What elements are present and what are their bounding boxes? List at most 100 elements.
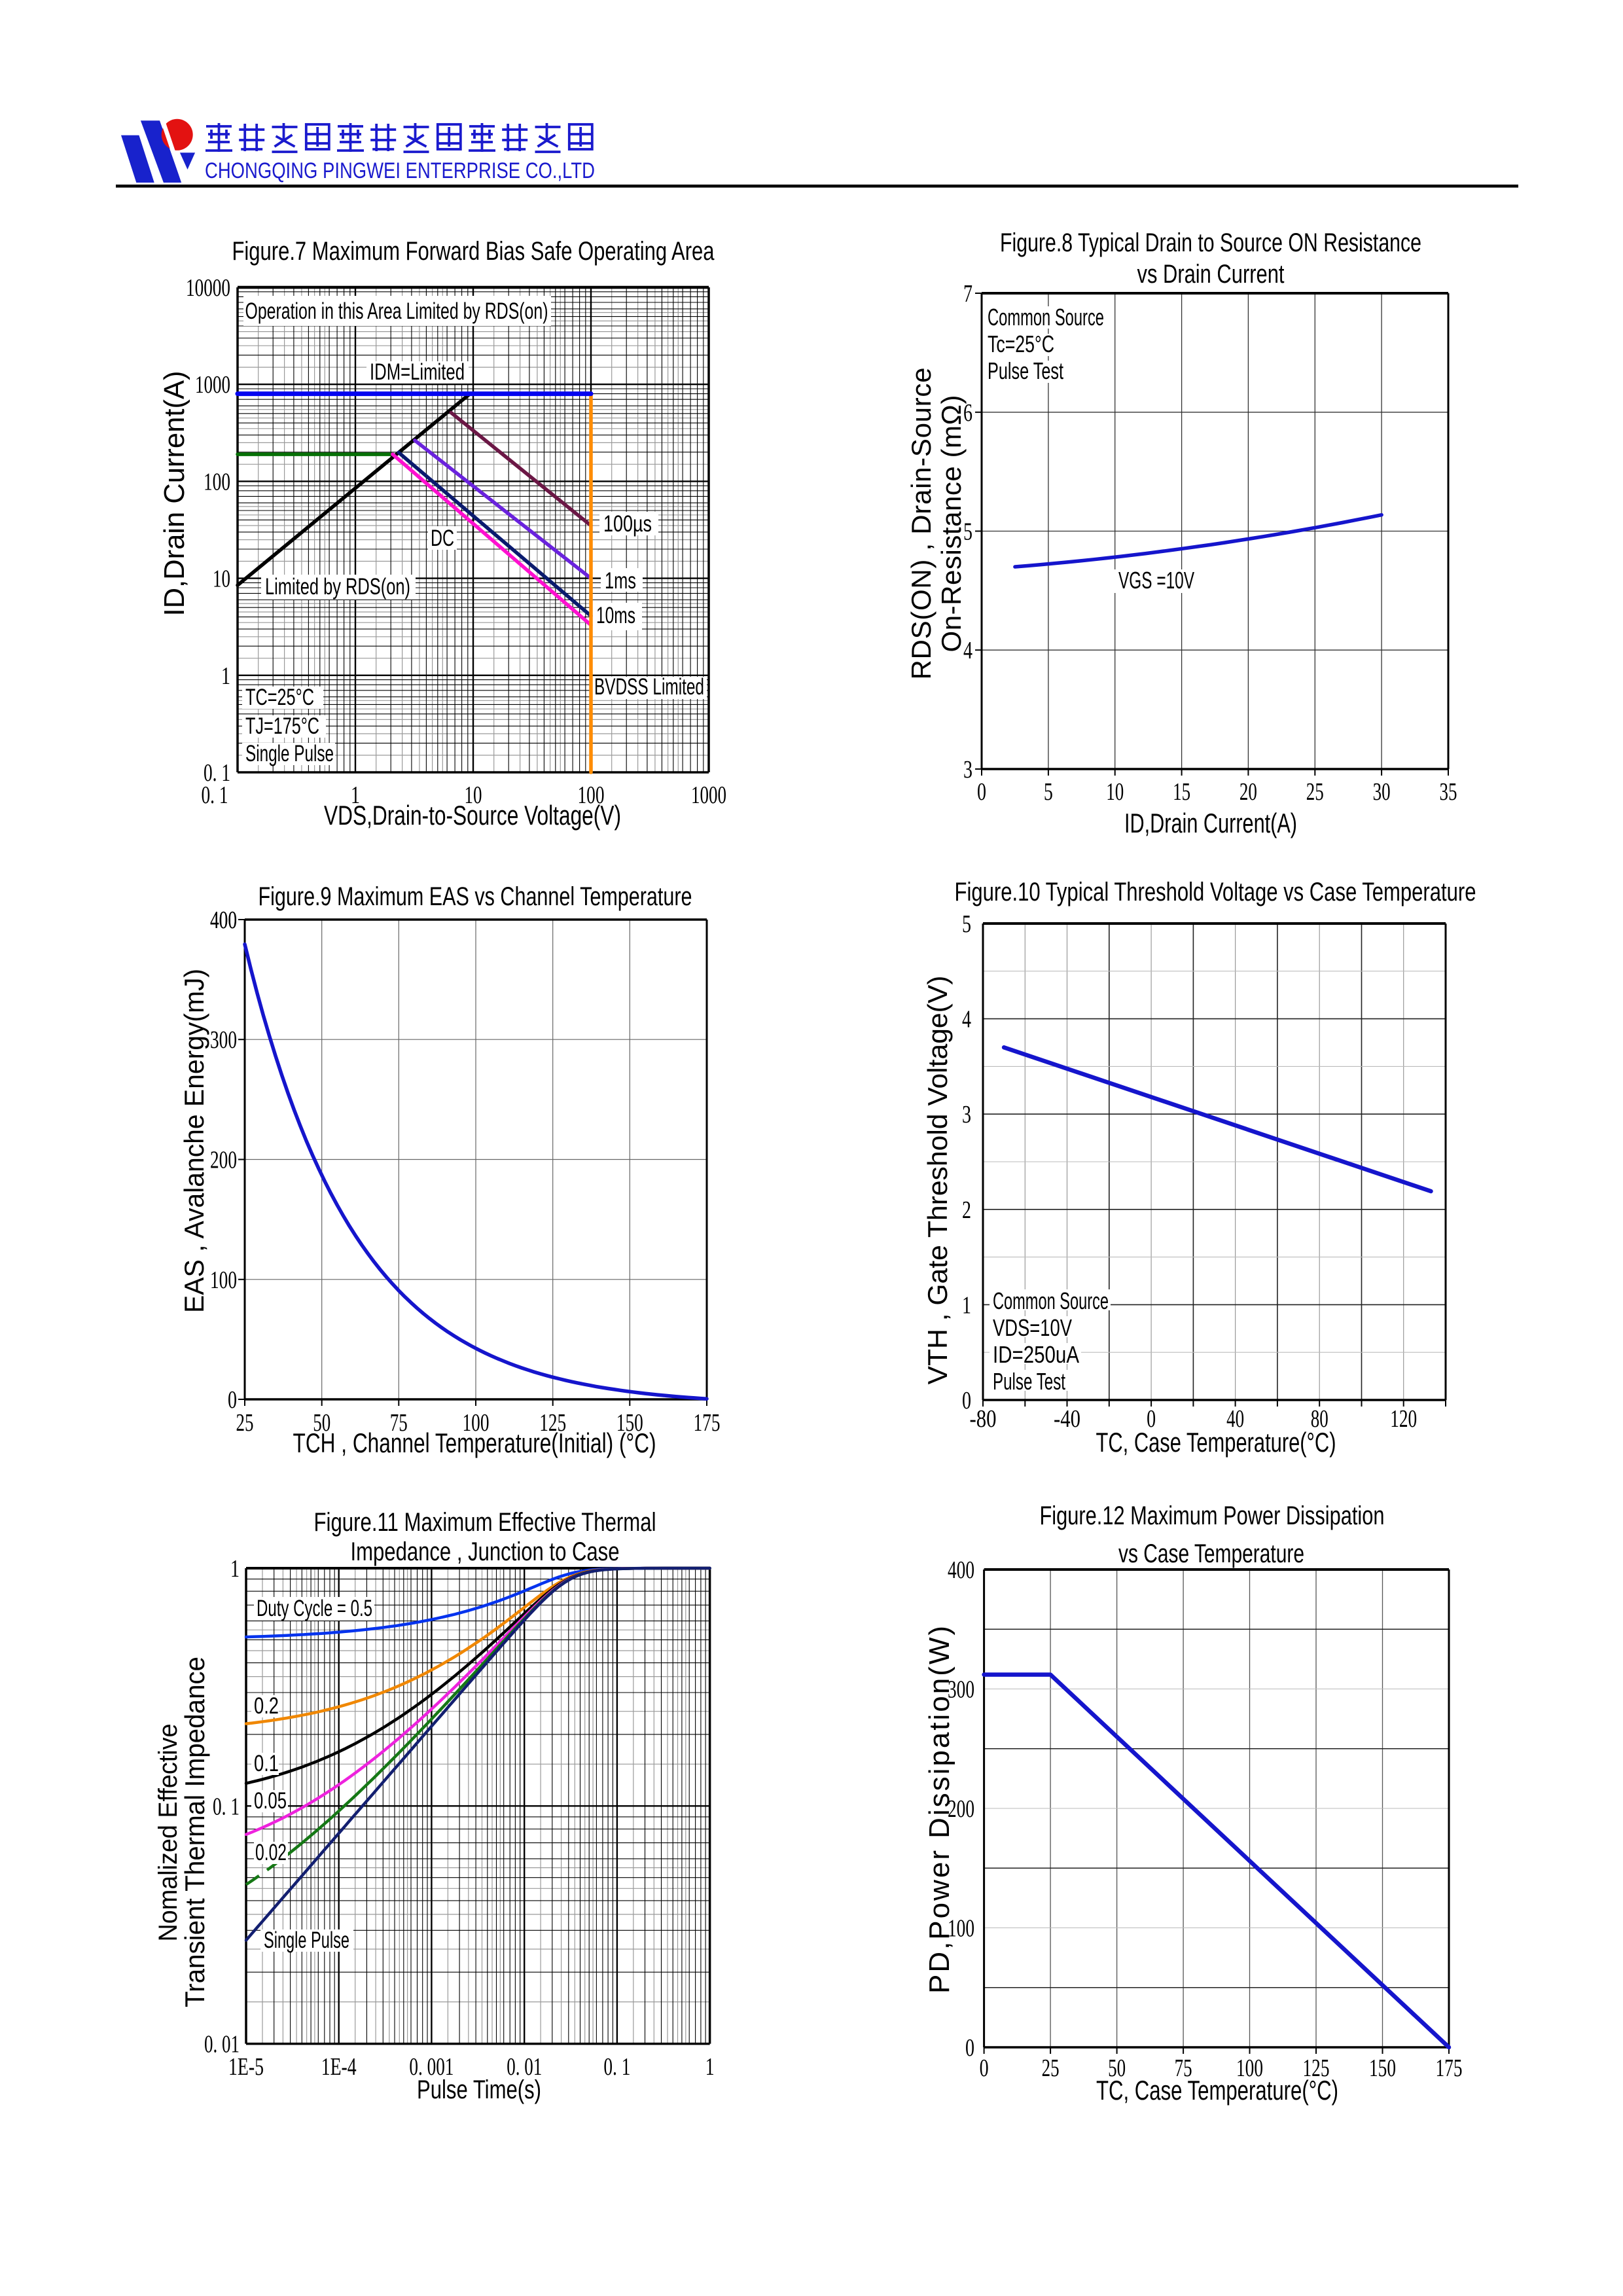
svg-text:125: 125 <box>1303 2054 1330 2082</box>
svg-text:0. 1: 0. 1 <box>204 759 230 787</box>
svg-text:0. 01: 0. 01 <box>204 2031 240 2058</box>
svg-text:100: 100 <box>578 781 605 809</box>
svg-text:TCH , Channel Temperature(Init: TCH , Channel Temperature(Initial) (°C) <box>293 1427 656 1458</box>
svg-text:-80: -80 <box>970 1405 997 1433</box>
svg-text:vs Drain Current: vs Drain Current <box>1137 260 1285 289</box>
svg-text:ID=250uA: ID=250uA <box>993 1341 1079 1368</box>
svg-text:Single Pulse: Single Pulse <box>245 741 334 766</box>
svg-text:25: 25 <box>1042 2054 1060 2082</box>
svg-text:0. 01: 0. 01 <box>507 2053 542 2081</box>
svg-text:100: 100 <box>463 1409 490 1437</box>
svg-text:Limited by RDS(on): Limited by RDS(on) <box>265 574 410 600</box>
svg-text:ID,Drain Current(A): ID,Drain Current(A) <box>158 371 190 617</box>
svg-text:TC, Case Temperature(°C): TC, Case Temperature(°C) <box>1096 1427 1336 1458</box>
svg-text:10ms: 10ms <box>596 603 635 628</box>
svg-text:Operation in this Area Limited: Operation in this Area Limited by RDS(on… <box>245 298 548 324</box>
svg-text:0.05: 0.05 <box>254 1788 287 1814</box>
svg-text:15: 15 <box>1173 778 1190 806</box>
svg-text:Figure.11 Maximum Effective Th: Figure.11 Maximum Effective Thermal <box>314 1508 656 1537</box>
svg-text:VDS,Drain-to-Source Voltage(V): VDS,Drain-to-Source Voltage(V) <box>324 800 621 831</box>
svg-text:3: 3 <box>962 1101 971 1128</box>
svg-text:Common Source: Common Source <box>988 304 1104 331</box>
svg-text:0: 0 <box>977 778 986 806</box>
svg-text:300: 300 <box>210 1026 237 1054</box>
svg-text:4: 4 <box>963 637 972 664</box>
svg-text:0. 1: 0. 1 <box>603 2053 630 2081</box>
svg-text:Figure.9 Maximum EAS vs Channe: Figure.9 Maximum EAS vs Channel Temperat… <box>259 882 692 911</box>
svg-text:PD,Power Dissipation(W): PD,Power Dissipation(W) <box>923 1626 955 1994</box>
svg-text:vs Case Temperature: vs Case Temperature <box>1118 1539 1304 1568</box>
svg-text:10: 10 <box>465 781 482 809</box>
svg-text:0. 1: 0. 1 <box>213 1793 240 1820</box>
svg-text:1ms: 1ms <box>605 568 636 594</box>
svg-text:3: 3 <box>963 756 972 783</box>
svg-text:1: 1 <box>351 781 360 809</box>
svg-text:6: 6 <box>963 399 972 427</box>
svg-text:25: 25 <box>1306 778 1324 806</box>
svg-text:Common Source: Common Source <box>993 1287 1109 1314</box>
svg-text:0.02: 0.02 <box>255 1840 287 1865</box>
svg-text:120: 120 <box>1390 1405 1417 1433</box>
svg-text:Transient Thermal Impedance: Transient Thermal Impedance <box>179 1657 210 2007</box>
svg-text:EAS , Avalanche Energy(mJ): EAS , Avalanche Energy(mJ) <box>179 969 209 1313</box>
svg-text:5: 5 <box>1044 778 1053 806</box>
svg-text:On-Resistance (mΩ): On-Resistance (mΩ) <box>936 395 967 653</box>
svg-text:0. 001: 0. 001 <box>409 2053 454 2081</box>
svg-text:10: 10 <box>213 565 230 593</box>
svg-text:1000: 1000 <box>691 781 726 809</box>
svg-text:25: 25 <box>236 1409 254 1437</box>
svg-text:1: 1 <box>221 662 230 690</box>
svg-text:Duty Cycle = 0.5: Duty Cycle = 0.5 <box>257 1596 372 1621</box>
svg-text:150: 150 <box>1369 2054 1396 2082</box>
svg-text:100: 100 <box>948 1915 974 1943</box>
svg-text:400: 400 <box>210 906 237 934</box>
svg-text:5: 5 <box>962 910 971 938</box>
svg-text:VDS=10V: VDS=10V <box>993 1314 1072 1341</box>
svg-text:100: 100 <box>210 1266 237 1294</box>
svg-text:2: 2 <box>962 1196 971 1224</box>
svg-text:TJ=175°C: TJ=175°C <box>245 713 319 739</box>
svg-text:Single Pulse: Single Pulse <box>264 1928 349 1953</box>
svg-text:400: 400 <box>948 1556 974 1584</box>
svg-text:Nomalized Effective: Nomalized Effective <box>154 1724 183 1942</box>
svg-text:Tc=25°C: Tc=25°C <box>988 331 1054 357</box>
svg-text:0. 1: 0. 1 <box>202 781 228 809</box>
svg-text:1000: 1000 <box>195 371 230 399</box>
svg-text:TC=25°C: TC=25°C <box>245 685 314 710</box>
svg-text:Pulse Time(s): Pulse Time(s) <box>417 2075 541 2104</box>
svg-text:1E-4: 1E-4 <box>321 2053 357 2081</box>
svg-text:80: 80 <box>1311 1405 1329 1433</box>
svg-text:Figure.10 Typical Threshold Vo: Figure.10 Typical Threshold Voltage vs C… <box>955 878 1476 906</box>
svg-text:0.1: 0.1 <box>254 1751 279 1776</box>
svg-text:10000: 10000 <box>186 274 230 302</box>
svg-text:1E-5: 1E-5 <box>228 2053 264 2081</box>
svg-text:200: 200 <box>210 1147 237 1174</box>
svg-text:Figure.8 Typical Drain to Sour: Figure.8 Typical Drain to Source ON Resi… <box>1000 228 1421 257</box>
svg-text:ID,Drain Current(A): ID,Drain Current(A) <box>1124 808 1297 838</box>
svg-text:TC, Case Temperature(°C): TC, Case Temperature(°C) <box>1096 2075 1338 2106</box>
svg-text:0: 0 <box>228 1386 237 1414</box>
svg-text:1: 1 <box>705 2053 715 2081</box>
svg-text:VTH , Gate Threshold Voltage(V: VTH , Gate Threshold Voltage(V) <box>922 976 953 1385</box>
svg-text:100: 100 <box>204 468 230 495</box>
svg-text:DC: DC <box>431 526 454 551</box>
svg-text:0.2: 0.2 <box>254 1693 279 1719</box>
svg-text:125: 125 <box>539 1409 566 1437</box>
svg-text:Pulse Test: Pulse Test <box>993 1368 1065 1395</box>
svg-text:30: 30 <box>1373 778 1391 806</box>
svg-text:75: 75 <box>390 1409 408 1437</box>
svg-text:50: 50 <box>313 1409 330 1437</box>
svg-text:100: 100 <box>1236 2054 1263 2082</box>
svg-text:400: 400 <box>210 906 237 934</box>
svg-text:75: 75 <box>1175 2054 1192 2082</box>
svg-text:Impedance , Junction to Case: Impedance , Junction to Case <box>351 1537 620 1566</box>
svg-text:0: 0 <box>962 1387 971 1414</box>
svg-text:IDM=Limited: IDM=Limited <box>370 359 465 385</box>
svg-text:200: 200 <box>948 1795 974 1823</box>
svg-text:300: 300 <box>948 1676 974 1704</box>
svg-text:Figure.12 Maximum Power Dissip: Figure.12 Maximum Power Dissipation <box>1040 1501 1385 1530</box>
svg-text:RDS(ON) , Drain-Source: RDS(ON) , Drain-Source <box>906 368 936 680</box>
svg-text:VGS =10V: VGS =10V <box>1118 567 1194 594</box>
svg-text:0: 0 <box>980 2054 989 2082</box>
svg-text:7: 7 <box>963 280 972 308</box>
